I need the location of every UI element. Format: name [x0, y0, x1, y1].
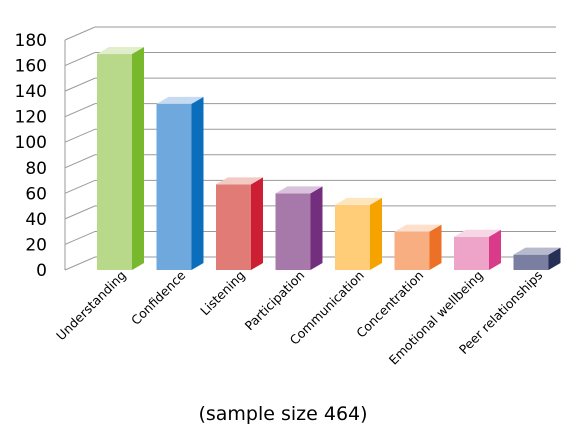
bar-top — [454, 229, 501, 237]
y-tick-label: 100 — [15, 133, 47, 153]
bar-top — [97, 47, 144, 55]
gridline — [64, 77, 556, 92]
gridline — [64, 128, 556, 143]
bar-top — [275, 186, 323, 194]
bar-front — [275, 193, 311, 270]
bar-side — [191, 96, 204, 270]
bar-front — [454, 236, 489, 270]
bar — [335, 197, 382, 270]
bar-front — [156, 103, 192, 270]
y-axis-ticks: 0 20 40 60 80 100 120 140 160 180 — [15, 31, 47, 281]
y-tick-label: 20 — [25, 235, 47, 255]
bar — [513, 247, 561, 270]
gridline — [64, 154, 556, 169]
bar — [216, 177, 263, 270]
bar — [394, 224, 442, 270]
y-tick-label: 40 — [25, 210, 47, 230]
x-tick-label: Understanding — [53, 268, 129, 344]
y-tick-label: 180 — [15, 31, 47, 51]
bar-side — [429, 224, 442, 270]
bar-front — [216, 184, 251, 270]
bar-side — [251, 177, 263, 270]
bar-front — [394, 231, 430, 270]
y-tick-label: 80 — [25, 159, 47, 179]
bar-side — [370, 197, 382, 270]
bar-top — [394, 224, 442, 232]
bar-front — [335, 204, 370, 270]
x-axis-ticks: Understanding Confidence ListeningParticip… — [53, 267, 545, 367]
bar-side — [489, 229, 501, 270]
bar-front — [97, 54, 132, 270]
bar — [454, 229, 501, 270]
bar-top — [335, 197, 382, 205]
bar-side — [310, 186, 323, 270]
bar-side — [548, 247, 561, 270]
x-tick-label: Confidence — [128, 267, 189, 328]
x-axis-label: (sample size 464) — [198, 403, 367, 425]
bar — [275, 186, 323, 270]
gridline — [64, 52, 556, 67]
bar-top — [513, 247, 561, 255]
bar-side — [132, 47, 144, 270]
y-tick-label: 160 — [15, 57, 47, 77]
gridline — [64, 205, 556, 220]
bar-front — [513, 254, 549, 270]
y-tick-label: 140 — [15, 82, 47, 102]
bar-top — [216, 177, 263, 185]
gridlines — [64, 26, 556, 271]
bar-top — [156, 96, 204, 104]
y-tick-label: 0 — [36, 261, 47, 281]
y-tick-label: 120 — [15, 108, 47, 128]
gridline — [64, 103, 556, 118]
y-tick-label: 60 — [25, 184, 47, 204]
bars — [97, 47, 561, 270]
gridline — [64, 26, 556, 41]
gridline — [64, 179, 556, 194]
x-tick-label: Participation — [242, 268, 308, 334]
bar — [156, 96, 204, 270]
x-tick-label: Listening — [197, 268, 248, 319]
bar — [97, 47, 144, 270]
